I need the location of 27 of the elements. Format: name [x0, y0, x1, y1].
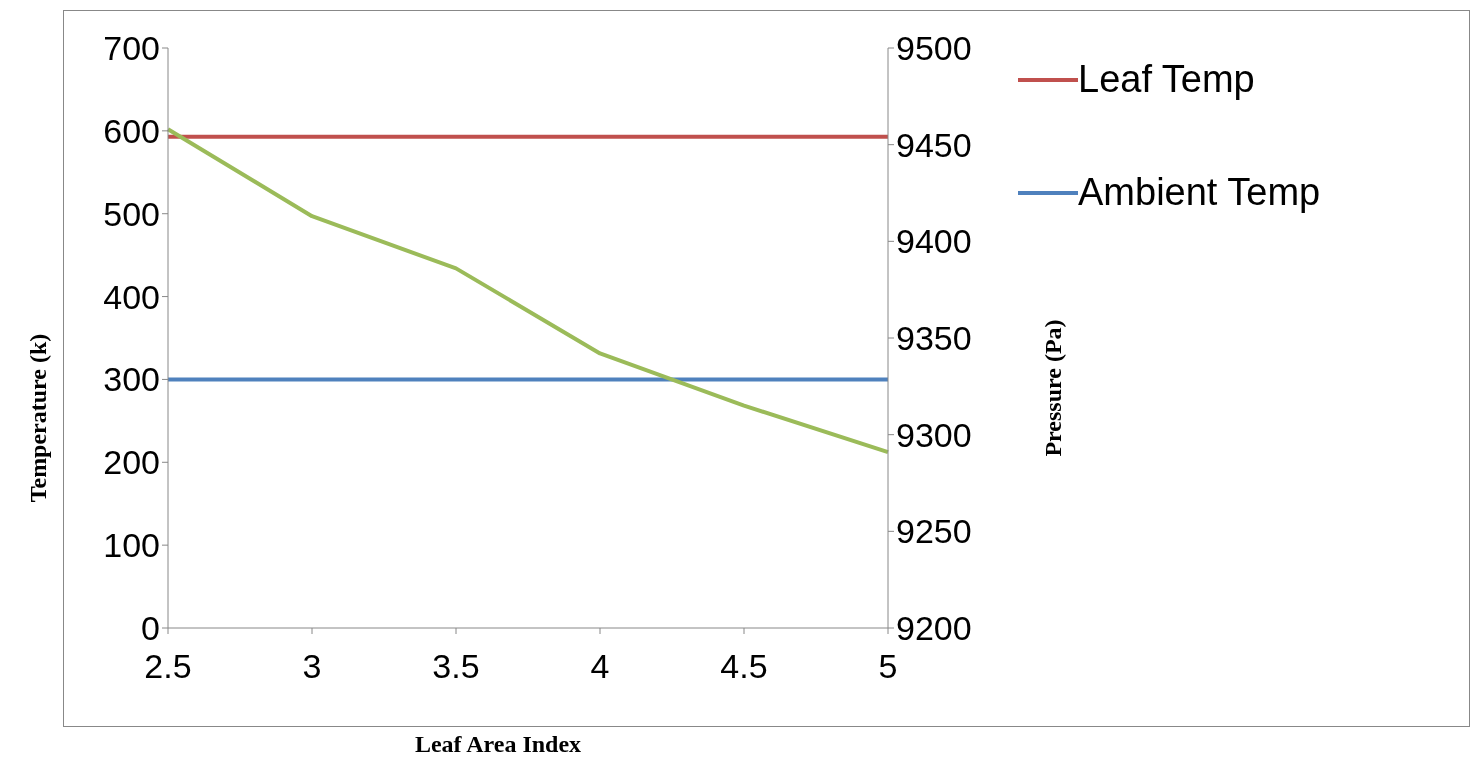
y2-tick-label: 9450 — [896, 125, 972, 164]
y2-tick-label: 9300 — [896, 415, 972, 454]
x-tick-label: 4 — [590, 647, 610, 686]
y2-tick-label: 9200 — [896, 609, 972, 648]
y-tick-label: 400 — [103, 277, 160, 316]
y2-axis-title: Pressure (Pa) — [1039, 319, 1067, 457]
legend-label: Ambient Temp — [1078, 171, 1321, 214]
x-tick-label: 3.5 — [432, 647, 480, 686]
y2-tick-label: 9350 — [896, 319, 972, 358]
y-tick-label: 200 — [103, 443, 160, 482]
y-tick-label: 100 — [103, 526, 160, 565]
y-tick-label: 300 — [103, 360, 160, 399]
x-tick-label: 4.5 — [720, 647, 768, 686]
x-tick-label: 5 — [878, 647, 898, 686]
x-tick-label: 3 — [302, 647, 322, 686]
y2-tick-label: 9500 — [896, 29, 972, 68]
x-axis-title: Leaf Area Index — [414, 730, 582, 758]
y-tick-label: 700 — [103, 29, 160, 68]
y-axis-title: Temperature (k) — [24, 333, 52, 503]
legend-label: Leaf Temp — [1078, 58, 1255, 101]
y-tick-label: 0 — [141, 609, 160, 648]
y-tick-label: 500 — [103, 194, 160, 233]
y2-tick-label: 9250 — [896, 512, 972, 551]
y-tick-label: 600 — [103, 111, 160, 150]
line-series — [166, 127, 890, 455]
y2-tick-label: 9400 — [896, 222, 972, 261]
x-tick-label: 2.5 — [144, 647, 192, 686]
